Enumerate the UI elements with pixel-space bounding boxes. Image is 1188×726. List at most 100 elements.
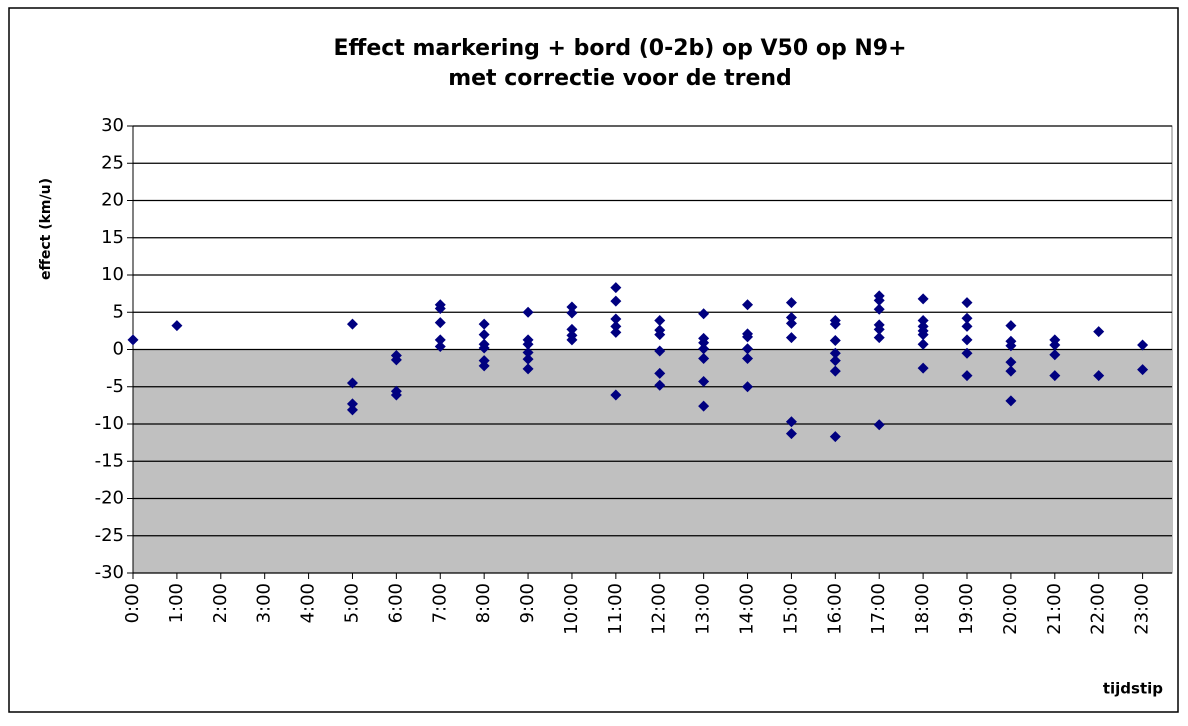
x-tick-label: 10:00 <box>561 583 582 635</box>
y-tick-label: -5 <box>106 376 124 397</box>
data-point <box>522 353 534 365</box>
data-point <box>1137 339 1149 351</box>
y-tick-label: -15 <box>95 450 124 471</box>
x-tick-label: 3:00 <box>254 583 275 623</box>
data-point <box>522 363 534 375</box>
data-point <box>346 377 358 389</box>
data-point <box>829 347 841 359</box>
data-point <box>917 338 929 350</box>
x-axis-label: tijdstip <box>1103 680 1163 698</box>
x-tick-label: 7:00 <box>429 583 450 623</box>
y-tick-label: 30 <box>101 115 124 136</box>
x-tick-label: 9:00 <box>517 583 538 623</box>
data-point <box>917 362 929 374</box>
data-point <box>1049 349 1061 361</box>
data-point <box>610 326 622 338</box>
data-point <box>698 308 710 320</box>
data-point <box>346 404 358 416</box>
y-tick-label: -10 <box>95 413 124 434</box>
data-point <box>654 367 666 379</box>
data-point <box>390 389 402 401</box>
x-tick-label: 23:00 <box>1132 583 1153 635</box>
data-point <box>698 352 710 364</box>
chart-title: Effect markering + bord (0-2b) op V50 op… <box>334 36 907 61</box>
data-point <box>566 301 578 313</box>
data-point <box>698 343 710 355</box>
data-point <box>1005 340 1017 352</box>
data-point <box>961 370 973 382</box>
data-point <box>829 355 841 367</box>
data-point <box>742 299 754 311</box>
x-tick-label: 17:00 <box>868 583 889 635</box>
data-point <box>742 331 754 343</box>
data-point <box>785 428 797 440</box>
data-point <box>654 314 666 326</box>
data-point <box>566 334 578 346</box>
data-point <box>829 318 841 330</box>
data-point <box>1005 320 1017 332</box>
data-point <box>873 303 885 315</box>
data-point <box>873 332 885 344</box>
x-tick-label: 14:00 <box>737 583 758 635</box>
data-point <box>873 294 885 306</box>
data-point <box>1093 370 1105 382</box>
chart-title: met correctie voor de trend <box>448 66 792 91</box>
data-point <box>610 282 622 294</box>
data-point <box>698 337 710 349</box>
y-tick-label: 5 <box>113 301 124 322</box>
x-tick-label: 11:00 <box>605 583 626 635</box>
data-point <box>917 293 929 305</box>
data-point <box>522 346 534 358</box>
x-tick-label: 15:00 <box>780 583 801 635</box>
data-point <box>1005 365 1017 377</box>
data-point <box>873 323 885 335</box>
x-tick-label: 13:00 <box>693 583 714 635</box>
data-point <box>961 334 973 346</box>
data-point <box>434 334 446 346</box>
y-tick-label: -30 <box>95 562 124 583</box>
data-point <box>1005 395 1017 407</box>
data-point <box>610 320 622 332</box>
x-tick-label: 21:00 <box>1044 583 1065 635</box>
data-point <box>1049 370 1061 382</box>
data-point <box>127 334 139 346</box>
data-point <box>961 297 973 309</box>
x-tick-label: 18:00 <box>912 583 933 635</box>
data-point <box>654 345 666 357</box>
data-point <box>698 400 710 412</box>
x-tick-label: 22:00 <box>1088 583 1109 635</box>
x-tick-label: 16:00 <box>824 583 845 635</box>
data-point <box>346 318 358 330</box>
y-tick-label: 10 <box>101 264 124 285</box>
data-point <box>1005 356 1017 368</box>
y-tick-label: 15 <box>101 227 124 248</box>
data-point <box>698 376 710 388</box>
data-point <box>1137 364 1149 376</box>
data-point <box>522 338 534 350</box>
data-point <box>917 314 929 326</box>
x-tick-label: 8:00 <box>473 583 494 623</box>
data-point <box>346 398 358 410</box>
x-tick-label: 4:00 <box>298 583 319 623</box>
data-point <box>566 307 578 319</box>
data-point <box>390 354 402 366</box>
data-point <box>785 332 797 344</box>
data-point <box>434 303 446 315</box>
y-tick-label: -20 <box>95 488 124 509</box>
x-tick-label: 12:00 <box>649 583 670 635</box>
data-point <box>917 329 929 341</box>
data-point <box>1049 339 1061 351</box>
data-point <box>961 312 973 324</box>
data-point <box>171 320 183 332</box>
data-point <box>478 360 490 372</box>
data-point <box>742 352 754 364</box>
x-tick-label: 1:00 <box>166 583 187 623</box>
data-point <box>654 329 666 341</box>
data-point <box>478 342 490 354</box>
data-point <box>654 379 666 391</box>
y-tick-label: 20 <box>101 190 124 211</box>
data-point <box>829 431 841 443</box>
data-point <box>785 311 797 323</box>
data-point <box>785 416 797 428</box>
data-point <box>434 317 446 329</box>
